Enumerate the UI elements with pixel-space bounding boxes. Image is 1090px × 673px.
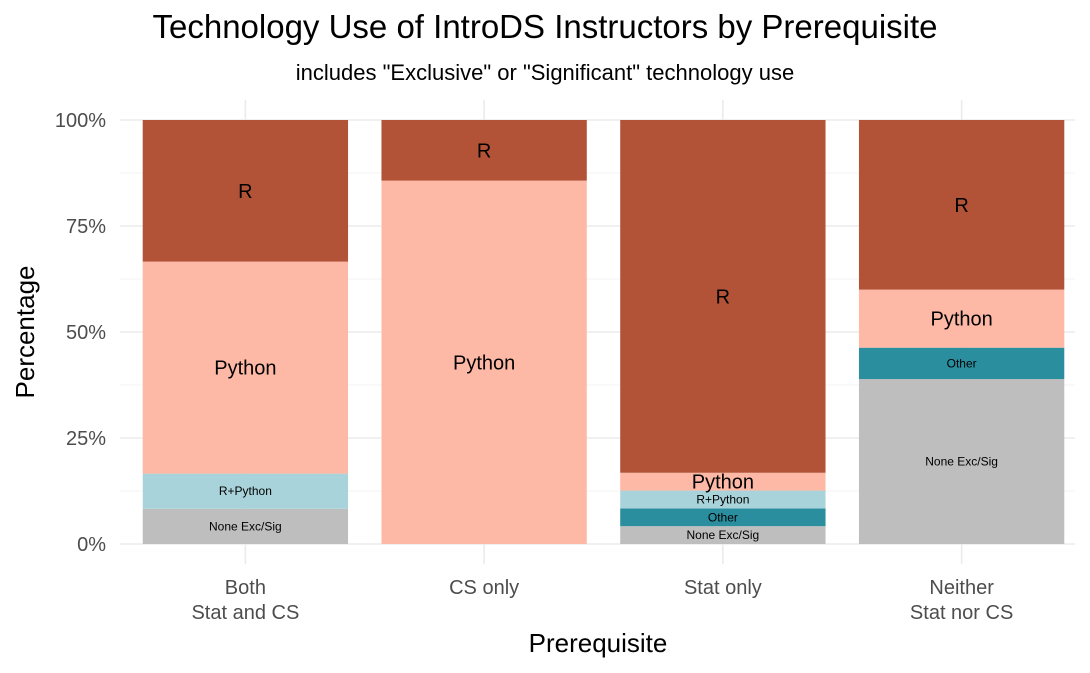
y-tick-label: 0% <box>77 534 106 556</box>
segment-label-other: Other <box>708 510 738 524</box>
chart-subtitle: includes "Exclusive" or "Significant" te… <box>295 60 795 85</box>
segment-label-r: R <box>954 195 968 217</box>
segment-label-python: Python <box>453 352 515 374</box>
segment-label-none-exc-sig: None Exc/Sig <box>209 519 282 533</box>
bar-segment-python <box>381 180 587 544</box>
y-tick-label: 100% <box>55 110 106 132</box>
segment-label-other: Other <box>947 356 977 370</box>
bar-segment-other <box>858 347 1065 380</box>
bar-segment-none-exc-sig <box>858 379 1065 544</box>
segment-label-none-exc-sig: None Exc/Sig <box>925 455 998 469</box>
bar-segment-other <box>620 508 826 527</box>
bar-segment-none-exc-sig <box>142 508 349 544</box>
bar-segment-python <box>858 289 1065 348</box>
bar-segment-r <box>620 120 826 473</box>
x-tick-label: Neither Stat nor CS <box>910 577 1013 624</box>
segment-label-r-python: R+Python <box>696 492 749 506</box>
bar-segment-r <box>142 120 349 262</box>
bar-segment-r-python <box>620 490 826 509</box>
x-tick-label: Both Stat and CS <box>191 577 299 624</box>
bar-segment-r <box>858 120 1065 290</box>
chart-title: Technology Use of IntroDS Instructors by… <box>152 8 938 45</box>
y-tick-label: 50% <box>66 322 106 344</box>
x-axis: Both Stat and CS CS only Stat only Neither St… <box>191 577 1013 624</box>
bar-segment-none-exc-sig <box>620 526 826 544</box>
bar-segment-r-python <box>142 473 349 509</box>
segment-label-r: R <box>716 286 730 308</box>
x-tick-label: CS only <box>449 577 519 599</box>
bar-segment-python <box>620 472 826 491</box>
segment-label-none-exc-sig: None Exc/Sig <box>687 528 760 542</box>
segment-label-r: R <box>477 140 491 162</box>
y-axis: 0% 25% 50% 75% 100% <box>55 110 106 556</box>
bar-segment-python <box>142 261 349 474</box>
y-tick-label: 75% <box>66 216 106 238</box>
y-tick-label: 25% <box>66 428 106 450</box>
segment-label-python: Python <box>692 472 754 494</box>
segment-label-python: Python <box>930 309 992 331</box>
segment-label-r-python: R+Python <box>219 484 272 498</box>
bars-layer <box>142 120 1065 544</box>
x-tick-label: Stat only <box>684 577 762 599</box>
y-axis-title: Percentage <box>10 266 40 399</box>
segment-label-python: Python <box>214 358 276 380</box>
bar-segment-r <box>381 120 587 181</box>
segment-label-r: R <box>238 181 252 203</box>
x-axis-title: Prerequisite <box>529 628 668 658</box>
